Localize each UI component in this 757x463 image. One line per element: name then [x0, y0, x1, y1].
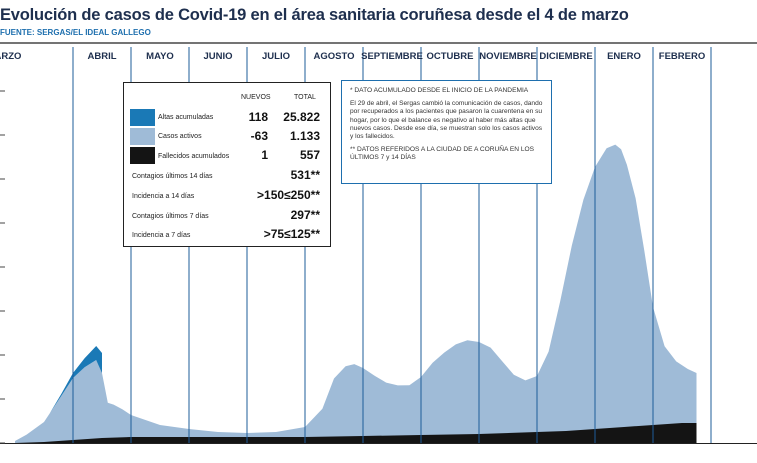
- month-label: JUNIO: [203, 51, 232, 62]
- stat-value-contagios-7: 297**: [290, 208, 320, 222]
- legend-nuevos-fallecidos: 1: [261, 148, 268, 162]
- legend-total-fallecidos: 557: [299, 148, 320, 162]
- chart-title: Evolución de casos de Covid-19 en el áre…: [0, 6, 629, 24]
- stat-label-incidencia-14: Incidencia a 14 días: [132, 193, 195, 200]
- month-label: ABRIL: [87, 51, 116, 62]
- month-label: OCTUBRE: [427, 51, 474, 62]
- stat-label-contagios-7: Contagios últimos 7 días: [132, 213, 209, 220]
- legend-swatch-fallecidos: [130, 147, 155, 164]
- month-label: NOVIEMBRE: [479, 51, 537, 62]
- legend-swatch-activos: [130, 128, 155, 145]
- month-label: SEPTIEMBRE: [361, 51, 423, 62]
- legend-col-nuevos: NUEVOS: [241, 94, 271, 101]
- month-label: MAYO: [146, 51, 174, 62]
- month-label: FEBRERO: [659, 51, 705, 62]
- note-1-body: El 29 de abril, el Sergas cambió la comu…: [350, 100, 543, 141]
- month-label: MARZO: [0, 51, 21, 62]
- legend-label-fallecidos: Fallecidos acumulados: [158, 153, 230, 160]
- stat-label-incidencia-7: Incidencia a 7 días: [132, 232, 191, 239]
- stat-value-incidencia-7: >75≤125**: [263, 227, 320, 241]
- month-label: DICIEMBRE: [539, 51, 592, 62]
- month-label: AGOSTO: [314, 51, 355, 62]
- series-area-altas-acumuladas: [49, 346, 102, 414]
- legend-swatch-altas: [130, 109, 155, 126]
- legend-label-activos: Casos activos: [158, 133, 202, 140]
- legend-col-total: TOTAL: [294, 94, 316, 101]
- chart-source: FUENTE: SERGAS/EL IDEAL GALLEGO: [0, 28, 151, 37]
- stat-label-contagios-14: Contagios últimos 14 días: [132, 173, 213, 180]
- series-area-casos-activos: [15, 144, 697, 443]
- legend-box: NUEVOS TOTAL Altas acumuladas 118 25.822…: [123, 82, 331, 247]
- month-label: ENERO: [607, 51, 641, 62]
- legend-nuevos-altas: 118: [248, 110, 268, 124]
- legend-total-altas: 25.822: [283, 110, 320, 124]
- note-1-title: * DATO ACUMULADO DESDE EL INICIO DE LA P…: [350, 87, 529, 94]
- series-area-fallecidos: [15, 423, 697, 443]
- notes-box: * DATO ACUMULADO DESDE EL INICIO DE LA P…: [341, 80, 552, 184]
- stat-value-incidencia-14: >150≤250**: [257, 188, 320, 202]
- note-2: ** DATOS REFERIDOS A LA CIUDAD DE A CORU…: [350, 146, 535, 162]
- stat-value-contagios-14: 531**: [290, 168, 320, 182]
- legend-label-altas: Altas acumuladas: [158, 114, 214, 121]
- month-label: JULIO: [262, 51, 290, 62]
- legend-total-activos: 1.133: [289, 129, 320, 143]
- legend-nuevos-activos: -63: [250, 129, 268, 143]
